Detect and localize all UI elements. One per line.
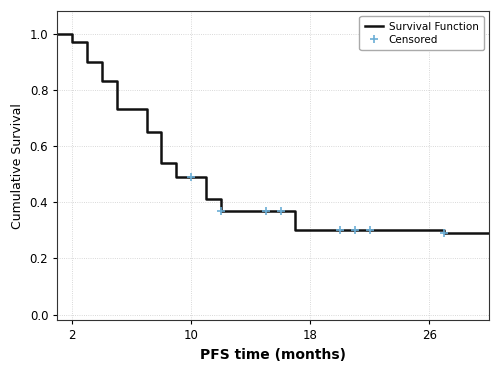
Legend: Survival Function, Censored: Survival Function, Censored xyxy=(360,16,484,50)
Y-axis label: Cumulative Survival: Cumulative Survival xyxy=(11,103,24,229)
X-axis label: PFS time (months): PFS time (months) xyxy=(200,348,346,362)
